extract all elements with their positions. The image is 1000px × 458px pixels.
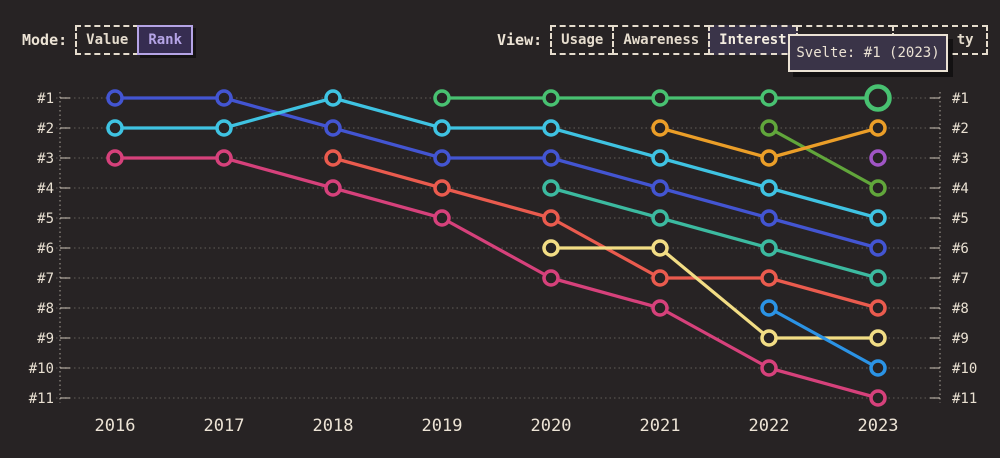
rank-label-left: #3	[37, 151, 54, 167]
year-label: 2018	[313, 416, 354, 436]
data-point-crimson-pink[interactable]	[651, 299, 669, 317]
year-label: 2020	[531, 416, 572, 436]
year-label: 2023	[858, 416, 899, 436]
data-point-tomato-red[interactable]	[651, 269, 669, 287]
view-option-usage[interactable]: Usage	[550, 25, 615, 55]
rank-label-right: #9	[952, 331, 969, 347]
data-point-crimson-pink[interactable]	[760, 359, 778, 377]
series-line-crimson-pink	[113, 156, 880, 400]
year-label: 2016	[95, 416, 136, 436]
rank-label-left: #6	[37, 241, 54, 257]
rank-label-left: #8	[37, 301, 54, 317]
series-line-dodger-blue	[767, 306, 880, 370]
data-point-teal[interactable]	[651, 209, 669, 227]
data-point-svelte-green[interactable]	[760, 89, 778, 107]
rank-label-right: #10	[952, 361, 977, 377]
data-point-olive-green[interactable]	[869, 179, 887, 197]
view-option-interest[interactable]: Interest	[708, 25, 798, 55]
rank-label-left: #4	[37, 181, 54, 197]
data-point-crimson-pink[interactable]	[433, 209, 451, 227]
year-label: 2019	[422, 416, 463, 436]
rank-label-left: #10	[29, 361, 54, 377]
data-point-sky-cyan[interactable]	[651, 149, 669, 167]
data-point-khaki-yellow[interactable]	[869, 329, 887, 347]
data-point-sky-cyan[interactable]	[433, 119, 451, 137]
data-point-crimson-pink[interactable]	[542, 269, 560, 287]
data-point-teal[interactable]	[869, 269, 887, 287]
rank-label-left: #1	[37, 91, 54, 107]
rank-label-left: #7	[37, 271, 54, 287]
mode-control: Mode: Value Rank	[22, 25, 194, 55]
data-point-royal-blue[interactable]	[106, 89, 124, 107]
data-point-khaki-yellow[interactable]	[542, 239, 560, 257]
data-point-amber-orange[interactable]	[869, 119, 887, 137]
data-point-crimson-pink[interactable]	[869, 389, 887, 407]
data-point-dodger-blue[interactable]	[760, 299, 778, 317]
rank-label-right: #8	[952, 301, 969, 317]
data-point-royal-blue[interactable]	[542, 149, 560, 167]
year-label: 2022	[749, 416, 790, 436]
rank-label-right: #1	[952, 91, 969, 107]
data-point-svelte-green[interactable]	[542, 89, 560, 107]
rank-label-right: #3	[952, 151, 969, 167]
mode-label: Mode:	[22, 31, 68, 49]
data-point-sky-cyan[interactable]	[106, 119, 124, 137]
mode-option-value[interactable]: Value	[75, 25, 140, 55]
data-point-royal-blue[interactable]	[651, 179, 669, 197]
rank-label-left: #2	[37, 121, 54, 137]
data-point-tomato-red[interactable]	[433, 179, 451, 197]
data-point-crimson-pink[interactable]	[106, 149, 124, 167]
data-point-amber-orange[interactable]	[760, 149, 778, 167]
data-point-purple[interactable]	[869, 149, 887, 167]
data-point-olive-green[interactable]	[760, 119, 778, 137]
rank-label-right: #6	[952, 241, 969, 257]
data-point-svelte-green[interactable]	[651, 89, 669, 107]
rank-label-right: #2	[952, 121, 969, 137]
rank-label-right: #11	[952, 391, 977, 407]
year-label: 2017	[204, 416, 245, 436]
rank-label-right: #5	[952, 211, 969, 227]
data-point-khaki-yellow[interactable]	[760, 329, 778, 347]
data-point-royal-blue[interactable]	[215, 89, 233, 107]
data-point-amber-orange[interactable]	[651, 119, 669, 137]
data-point-sky-cyan[interactable]	[324, 89, 342, 107]
data-point-royal-blue[interactable]	[760, 209, 778, 227]
rank-label-right: #7	[952, 271, 969, 287]
data-point-sky-cyan[interactable]	[542, 119, 560, 137]
rank-label-left: #11	[29, 391, 54, 407]
year-label: 2021	[640, 416, 681, 436]
data-point-royal-blue[interactable]	[869, 239, 887, 257]
data-point-teal[interactable]	[760, 239, 778, 257]
highlighted-data-point-svelte-green[interactable]	[864, 84, 892, 112]
view-option-awareness[interactable]: Awareness	[612, 25, 711, 55]
data-point-royal-blue[interactable]	[324, 119, 342, 137]
chart-tooltip: Svelte: #1 (2023)	[788, 34, 948, 72]
rank-label-left: #5	[37, 211, 54, 227]
series-line-tomato-red	[331, 156, 880, 310]
view-label: View:	[497, 31, 543, 49]
series-line-royal-blue	[113, 96, 880, 250]
data-point-khaki-yellow[interactable]	[651, 239, 669, 257]
series-line-olive-green	[767, 126, 880, 190]
data-point-crimson-pink[interactable]	[324, 179, 342, 197]
data-point-svelte-green[interactable]	[433, 89, 451, 107]
data-point-tomato-red[interactable]	[542, 209, 560, 227]
rank-label-right: #4	[952, 181, 969, 197]
data-point-crimson-pink[interactable]	[215, 149, 233, 167]
data-point-teal[interactable]	[542, 179, 560, 197]
mode-option-rank[interactable]: Rank	[137, 25, 194, 55]
data-point-sky-cyan[interactable]	[760, 179, 778, 197]
data-point-sky-cyan[interactable]	[869, 209, 887, 227]
series-line-teal	[549, 186, 880, 280]
series-line-sky-cyan	[113, 96, 880, 220]
data-point-sky-cyan[interactable]	[215, 119, 233, 137]
data-point-tomato-red[interactable]	[324, 149, 342, 167]
data-point-royal-blue[interactable]	[433, 149, 451, 167]
data-point-tomato-red[interactable]	[760, 269, 778, 287]
data-point-dodger-blue[interactable]	[869, 359, 887, 377]
rank-label-left: #9	[37, 331, 54, 347]
data-point-tomato-red[interactable]	[869, 299, 887, 317]
